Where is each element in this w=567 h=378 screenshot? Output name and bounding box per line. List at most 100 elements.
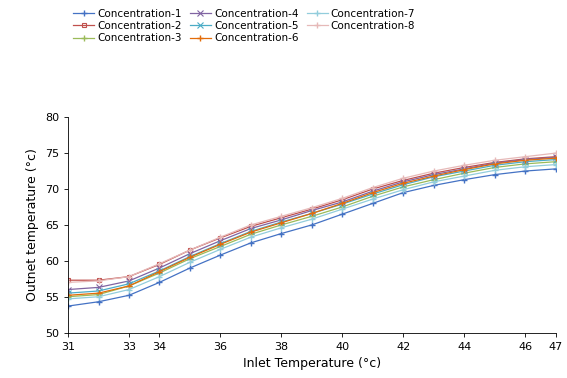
- Concentration-1: [400, 191, 407, 195]
- Concentration-5: [156, 269, 163, 273]
- Concentration-8: [492, 158, 498, 163]
- Concentration-5: [552, 157, 559, 162]
- Concentration-6: [370, 191, 376, 195]
- Concentration-6: [65, 293, 71, 297]
- Concentration-7: [247, 235, 254, 239]
- Concentration-4: [400, 180, 407, 184]
- Concentration-1: [552, 167, 559, 171]
- X-axis label: Inlet Temperature (°c): Inlet Temperature (°c): [243, 357, 381, 370]
- Concentration-4: [430, 172, 437, 177]
- Concentration-1: [308, 223, 315, 227]
- Concentration-5: [400, 183, 407, 187]
- Concentration-2: [552, 154, 559, 159]
- Concentration-2: [126, 274, 133, 279]
- Concentration-3: [308, 214, 315, 218]
- Line: Concentration-6: Concentration-6: [65, 155, 559, 299]
- Concentration-4: [492, 161, 498, 166]
- Concentration-8: [339, 196, 346, 201]
- Concentration-8: [308, 205, 315, 210]
- Concentration-1: [95, 299, 102, 304]
- Concentration-2: [95, 278, 102, 282]
- Concentration-5: [339, 202, 346, 206]
- Concentration-3: [126, 284, 133, 288]
- Concentration-7: [339, 207, 346, 211]
- Concentration-1: [430, 183, 437, 188]
- Concentration-4: [461, 167, 468, 171]
- Concentration-1: [339, 212, 346, 216]
- Concentration-7: [461, 174, 468, 178]
- Concentration-4: [552, 155, 559, 160]
- Line: Concentration-7: Concentration-7: [65, 161, 559, 302]
- Concentration-1: [278, 231, 285, 236]
- Concentration-6: [95, 291, 102, 295]
- Concentration-2: [308, 207, 315, 211]
- Concentration-5: [522, 160, 528, 164]
- Concentration-5: [217, 241, 224, 246]
- Concentration-2: [247, 224, 254, 229]
- Concentration-7: [552, 162, 559, 167]
- Concentration-7: [187, 260, 193, 265]
- Concentration-6: [339, 201, 346, 206]
- Concentration-4: [95, 285, 102, 290]
- Concentration-2: [400, 178, 407, 183]
- Concentration-6: [522, 158, 528, 163]
- Concentration-7: [400, 187, 407, 192]
- Concentration-2: [492, 160, 498, 165]
- Concentration-6: [492, 162, 498, 166]
- Concentration-3: [247, 232, 254, 237]
- Concentration-5: [370, 192, 376, 196]
- Concentration-8: [522, 154, 528, 159]
- Line: Concentration-2: Concentration-2: [66, 154, 558, 283]
- Concentration-5: [278, 220, 285, 224]
- Concentration-8: [126, 274, 133, 279]
- Concentration-5: [308, 211, 315, 216]
- Concentration-8: [247, 223, 254, 227]
- Concentration-5: [430, 175, 437, 179]
- Concentration-6: [126, 284, 133, 288]
- Concentration-2: [461, 165, 468, 170]
- Concentration-8: [552, 151, 559, 155]
- Concentration-7: [126, 287, 133, 292]
- Concentration-5: [247, 229, 254, 234]
- Concentration-5: [461, 169, 468, 174]
- Concentration-8: [95, 279, 102, 283]
- Concentration-7: [370, 197, 376, 201]
- Concentration-5: [95, 289, 102, 293]
- Concentration-8: [400, 176, 407, 181]
- Concentration-6: [400, 181, 407, 186]
- Concentration-1: [522, 169, 528, 174]
- Concentration-2: [430, 171, 437, 175]
- Concentration-8: [278, 214, 285, 218]
- Concentration-1: [217, 253, 224, 257]
- Concentration-8: [430, 169, 437, 174]
- Concentration-6: [247, 230, 254, 234]
- Concentration-4: [187, 251, 193, 256]
- Concentration-6: [187, 255, 193, 259]
- Concentration-2: [217, 235, 224, 240]
- Concentration-3: [522, 162, 528, 166]
- Concentration-1: [461, 177, 468, 182]
- Concentration-7: [65, 297, 71, 301]
- Concentration-5: [126, 282, 133, 286]
- Concentration-8: [461, 163, 468, 167]
- Concentration-6: [278, 220, 285, 225]
- Concentration-6: [552, 156, 559, 160]
- Concentration-3: [187, 256, 193, 261]
- Concentration-3: [430, 177, 437, 182]
- Legend: Concentration-1, Concentration-2, Concentration-3, Concentration-4, Concentratio: Concentration-1, Concentration-2, Concen…: [73, 9, 415, 43]
- Line: Concentration-4: Concentration-4: [65, 155, 558, 292]
- Concentration-3: [65, 294, 71, 299]
- Concentration-4: [278, 218, 285, 222]
- Concentration-7: [217, 247, 224, 252]
- Concentration-3: [552, 160, 559, 164]
- Concentration-4: [339, 200, 346, 204]
- Concentration-7: [156, 274, 163, 279]
- Concentration-2: [156, 262, 163, 267]
- Concentration-2: [187, 248, 193, 253]
- Concentration-7: [430, 180, 437, 184]
- Concentration-7: [95, 294, 102, 299]
- Concentration-1: [492, 172, 498, 177]
- Concentration-3: [461, 171, 468, 175]
- Line: Concentration-3: Concentration-3: [65, 158, 559, 300]
- Line: Concentration-8: Concentration-8: [65, 150, 559, 286]
